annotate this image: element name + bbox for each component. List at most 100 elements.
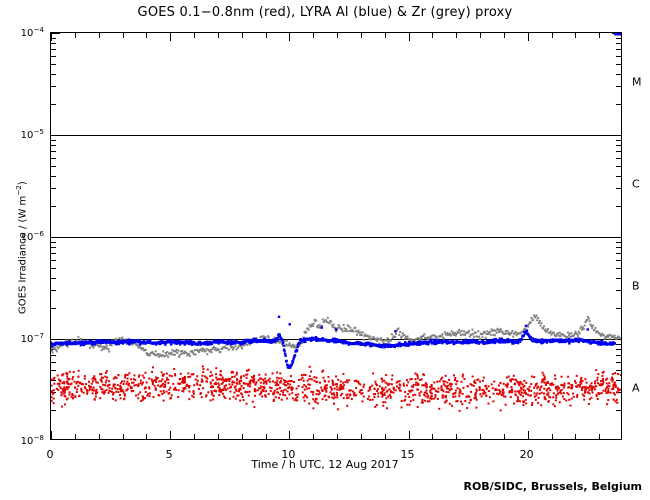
y-tick-minor bbox=[51, 206, 56, 208]
x-axis-title: Time / h UTC, 12 Aug 2017 bbox=[251, 458, 399, 471]
y-tick-minor-right bbox=[616, 165, 621, 167]
y-tick-minor-right bbox=[616, 157, 621, 159]
y-tick-minor-right bbox=[616, 139, 621, 141]
y-tick-minor bbox=[51, 42, 56, 44]
y-tick-minor bbox=[51, 86, 56, 88]
y-tick-minor bbox=[51, 48, 56, 50]
x-tick-top-22 bbox=[575, 33, 577, 38]
x-tick-2 bbox=[98, 434, 100, 439]
y-tick-minor bbox=[51, 354, 56, 356]
x-tick-label-15: 15 bbox=[400, 448, 415, 461]
y-tick-minor-right bbox=[616, 354, 621, 356]
y-tick-minor-right bbox=[616, 277, 621, 279]
x-tick-9 bbox=[265, 434, 267, 439]
y-tick-minor bbox=[51, 165, 56, 167]
x-tick-18 bbox=[480, 434, 481, 439]
y-tick-minor-right bbox=[616, 379, 621, 381]
y-tick-minor bbox=[51, 37, 56, 39]
y-tick-minor-right bbox=[616, 150, 621, 152]
x-tick-top-23 bbox=[599, 33, 601, 38]
x-tick-top-7 bbox=[217, 33, 219, 38]
y-tick-major-right bbox=[612, 237, 621, 238]
y-tick-minor-right bbox=[616, 252, 621, 254]
x-tick-top-6 bbox=[194, 33, 195, 38]
y-tick-minor-right bbox=[616, 290, 621, 292]
y-tick-minor-right bbox=[616, 73, 621, 75]
x-tick-13 bbox=[360, 434, 362, 439]
y-tick-minor-right bbox=[616, 104, 621, 106]
x-tick-label-20: 20 bbox=[519, 448, 534, 461]
y-tick-minor-right bbox=[616, 259, 621, 261]
y-tick-minor bbox=[51, 277, 56, 279]
y-tick-major bbox=[51, 33, 60, 34]
y-tick-minor bbox=[51, 308, 56, 310]
y-tick-minor-right bbox=[616, 188, 621, 190]
x-tick-top-3 bbox=[122, 33, 124, 38]
x-tick-label-5: 5 bbox=[165, 448, 173, 461]
y-tick-minor-right bbox=[616, 267, 621, 269]
x-tick-top-11 bbox=[313, 33, 315, 38]
x-tick-11 bbox=[313, 434, 315, 439]
y-tick-minor-right bbox=[616, 308, 621, 310]
x-tick-top-1 bbox=[74, 33, 76, 38]
y-tick-label-10-8: 10−8 bbox=[20, 432, 44, 448]
y-tick-minor-right bbox=[616, 343, 621, 345]
x-tick-top-19 bbox=[503, 33, 505, 38]
y-tick-minor-right bbox=[616, 55, 621, 57]
credit-text: ROB/SIDC, Brussels, Belgium bbox=[463, 480, 642, 493]
x-tick-top-15 bbox=[408, 33, 410, 41]
y-tick-minor bbox=[51, 144, 56, 146]
y-tick-minor bbox=[51, 55, 56, 57]
y-tick-minor bbox=[51, 259, 56, 261]
x-tick-10 bbox=[289, 431, 291, 439]
y-tick-minor-right bbox=[616, 361, 621, 363]
y-tick-minor-right bbox=[616, 348, 621, 350]
y-tick-minor bbox=[51, 157, 56, 159]
x-tick-16 bbox=[432, 434, 434, 439]
y-tick-minor-right bbox=[616, 246, 621, 248]
x-tick-20 bbox=[527, 431, 529, 439]
x-tick-top-17 bbox=[456, 33, 458, 38]
flare-class-label-A: A bbox=[632, 381, 640, 395]
y-tick-minor bbox=[51, 241, 56, 243]
y-tick-minor bbox=[51, 267, 56, 269]
plot-area bbox=[50, 32, 622, 440]
y-tick-minor-right bbox=[616, 175, 621, 177]
y-tick-minor-right bbox=[616, 241, 621, 243]
y-tick-minor bbox=[51, 290, 56, 292]
y-tick-minor-right bbox=[616, 206, 621, 208]
y-tick-minor-right bbox=[616, 144, 621, 146]
chart-title: GOES 0.1−0.8nm (red), LYRA Al (blue) & Z… bbox=[137, 5, 513, 20]
y-axis-title: GOES Irradiance / (W m−2) bbox=[14, 181, 29, 314]
flare-class-label-C: C bbox=[632, 177, 640, 191]
x-tick-top-16 bbox=[432, 33, 434, 38]
x-tick-8 bbox=[241, 434, 243, 439]
x-tick-top-13 bbox=[360, 33, 362, 38]
y-tick-minor-right bbox=[616, 48, 621, 50]
x-tick-17 bbox=[456, 434, 458, 439]
y-tick-minor-right bbox=[616, 410, 621, 412]
x-tick-21 bbox=[551, 434, 553, 439]
y-tick-minor bbox=[51, 379, 56, 381]
y-tick-minor-right bbox=[616, 42, 621, 44]
x-tick-top-9 bbox=[265, 33, 267, 38]
y-tick-label-10-4: 10−4 bbox=[20, 24, 44, 40]
y-tick-label-10-5: 10−5 bbox=[20, 126, 44, 142]
y-tick-major bbox=[51, 339, 60, 340]
y-tick-minor bbox=[51, 150, 56, 152]
x-tick-top-4 bbox=[146, 33, 148, 38]
x-tick-3 bbox=[122, 434, 124, 439]
y-tick-minor bbox=[51, 139, 56, 141]
y-tick-minor bbox=[51, 63, 56, 65]
x-tick-top-20 bbox=[527, 33, 529, 41]
y-tick-minor bbox=[51, 361, 56, 363]
x-tick-top-10 bbox=[289, 33, 291, 41]
x-tick-top-12 bbox=[337, 33, 338, 38]
x-tick-15 bbox=[408, 431, 410, 439]
y-tick-minor-right bbox=[616, 63, 621, 65]
y-tick-minor bbox=[51, 410, 56, 412]
x-tick-12 bbox=[337, 434, 338, 439]
y-tick-major-right bbox=[612, 135, 621, 136]
x-tick-4 bbox=[146, 434, 148, 439]
